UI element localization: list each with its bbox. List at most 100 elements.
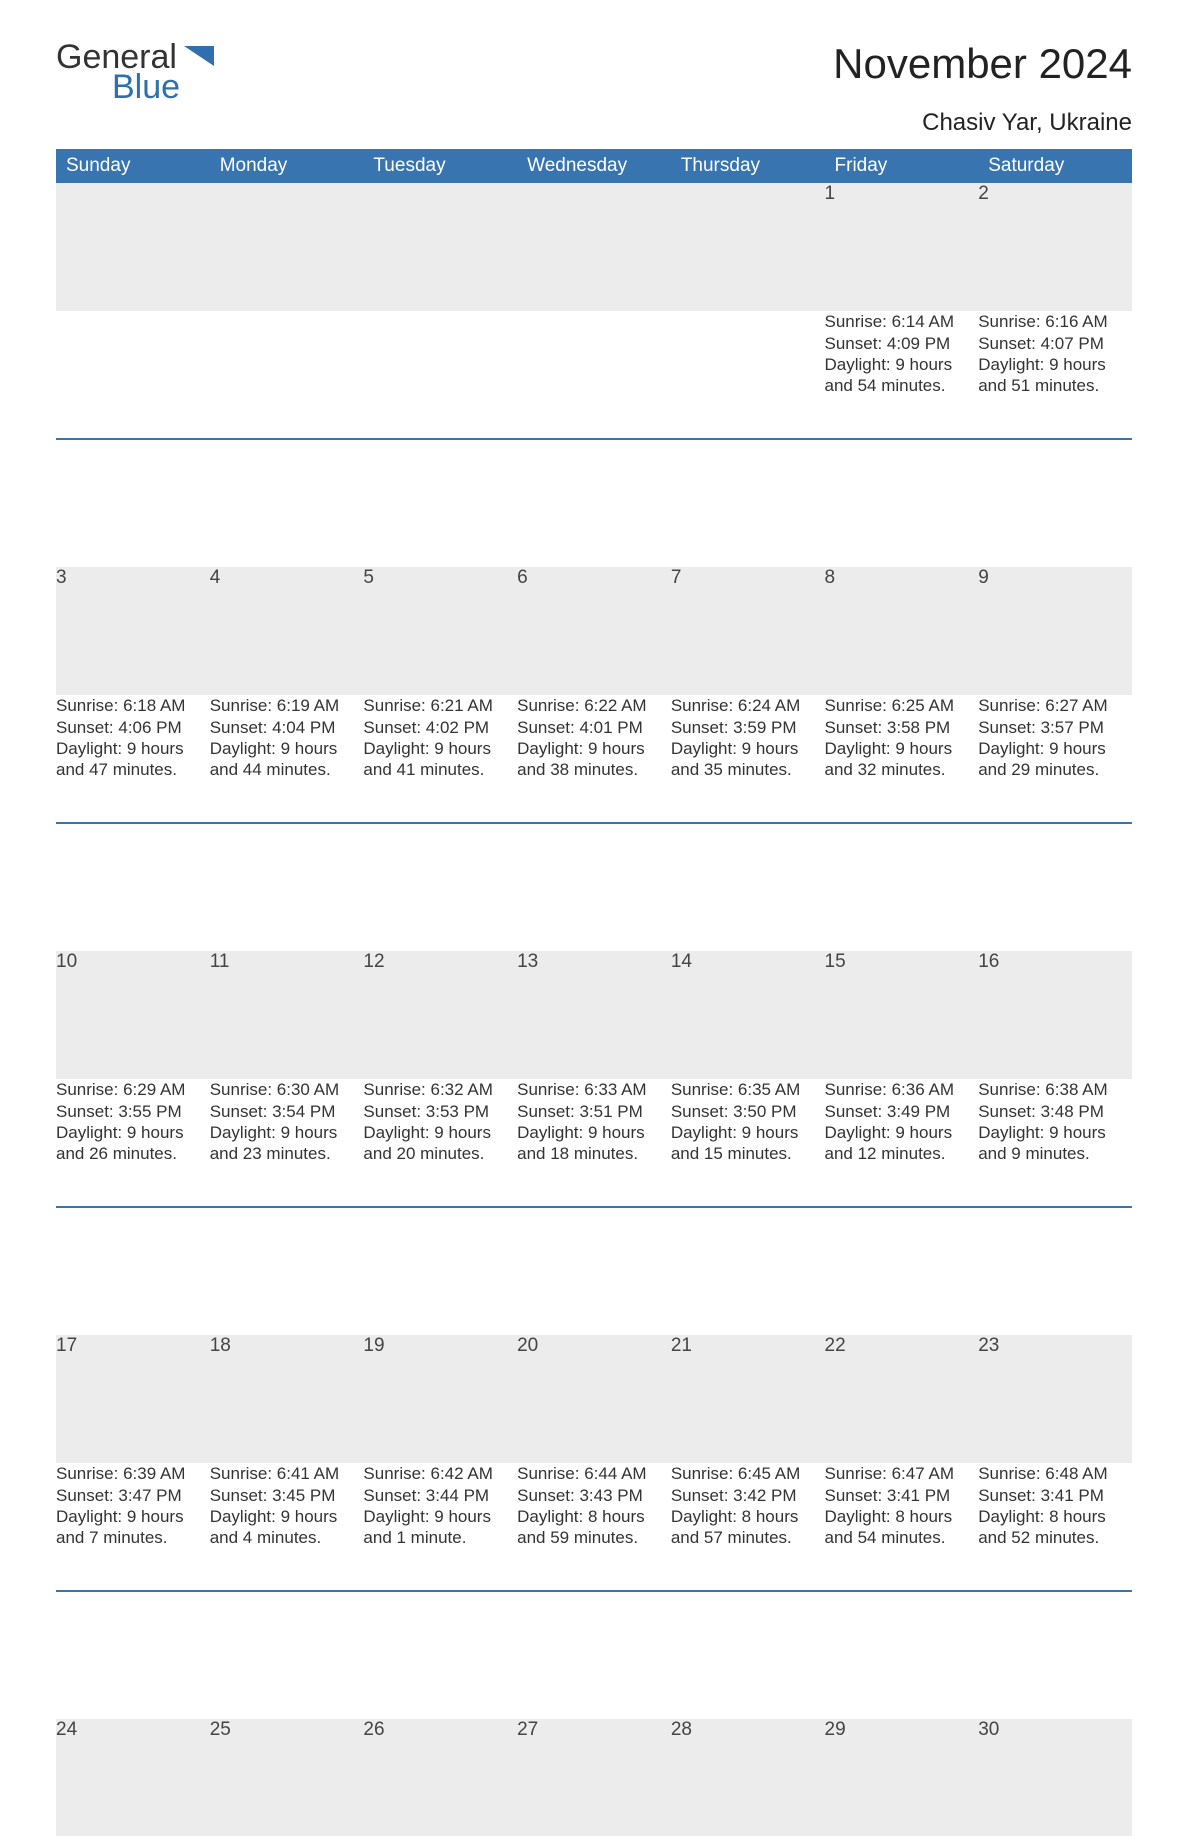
day-header: Wednesday — [517, 149, 671, 183]
daylight-line-1: Daylight: 8 hours — [825, 1506, 979, 1527]
week-divider — [56, 1591, 1132, 1719]
daylight-line-2: and 29 minutes. — [978, 759, 1132, 780]
daylight-line-2: and 57 minutes. — [671, 1527, 825, 1548]
daylight-line-2: and 59 minutes. — [517, 1527, 671, 1548]
daynum-row: 3456789 — [56, 567, 1132, 695]
day-number: 25 — [210, 1719, 231, 1740]
day-number: 19 — [363, 1335, 384, 1356]
daylight-line-1: Daylight: 9 hours — [56, 1122, 210, 1143]
sunrise-line: Sunrise: 6:19 AM — [210, 695, 364, 716]
day-number: 5 — [363, 567, 374, 588]
daylight-line-2: and 1 minute. — [363, 1527, 517, 1548]
sunset-line: Sunset: 3:57 PM — [978, 717, 1132, 738]
sunrise-line: Sunrise: 6:16 AM — [978, 311, 1132, 332]
day-details-cell: Sunrise: 6:21 AMSunset: 4:02 PMDaylight:… — [363, 695, 517, 823]
sunrise-line: Sunrise: 6:29 AM — [56, 1079, 210, 1100]
day-number: 11 — [210, 951, 230, 972]
day-number: 16 — [978, 951, 999, 972]
daylight-line-1: Daylight: 9 hours — [363, 1122, 517, 1143]
day-details-cell: Sunrise: 6:48 AMSunset: 3:41 PMDaylight:… — [978, 1463, 1132, 1591]
day-number-cell — [210, 183, 364, 311]
day-details-cell: Sunrise: 6:18 AMSunset: 4:06 PMDaylight:… — [56, 695, 210, 823]
daylight-line-1: Daylight: 9 hours — [56, 1506, 210, 1527]
day-number: 22 — [825, 1335, 846, 1356]
sunrise-line: Sunrise: 6:47 AM — [825, 1463, 979, 1484]
day-number: 9 — [978, 567, 989, 588]
day-header: Thursday — [671, 149, 825, 183]
day-number-cell: 5 — [363, 567, 517, 695]
day-header-row: SundayMondayTuesdayWednesdayThursdayFrid… — [56, 149, 1132, 183]
day-details-cell: Sunrise: 6:41 AMSunset: 3:45 PMDaylight:… — [210, 1463, 364, 1591]
day-details-cell — [671, 311, 825, 439]
day-number-cell: 16 — [978, 951, 1132, 1079]
sunset-line: Sunset: 4:09 PM — [825, 333, 979, 354]
day-number-cell: 24 — [56, 1719, 210, 1836]
daylight-line-1: Daylight: 9 hours — [210, 1506, 364, 1527]
day-number: 30 — [978, 1719, 999, 1740]
day-details-cell: Sunrise: 6:36 AMSunset: 3:49 PMDaylight:… — [825, 1079, 979, 1207]
daylight-line-2: and 7 minutes. — [56, 1527, 210, 1548]
logo-flag-icon — [184, 46, 218, 74]
day-number-cell: 6 — [517, 567, 671, 695]
day-number-cell: 15 — [825, 951, 979, 1079]
sunrise-line: Sunrise: 6:22 AM — [517, 695, 671, 716]
day-number-cell: 14 — [671, 951, 825, 1079]
sunrise-line: Sunrise: 6:36 AM — [825, 1079, 979, 1100]
day-details-cell: Sunrise: 6:22 AMSunset: 4:01 PMDaylight:… — [517, 695, 671, 823]
day-header: Tuesday — [363, 149, 517, 183]
sunset-line: Sunset: 3:51 PM — [517, 1101, 671, 1122]
sunrise-line: Sunrise: 6:44 AM — [517, 1463, 671, 1484]
sunset-line: Sunset: 3:47 PM — [56, 1485, 210, 1506]
day-header: Friday — [825, 149, 979, 183]
daylight-line-1: Daylight: 9 hours — [210, 738, 364, 759]
day-number-cell: 1 — [825, 183, 979, 311]
daylight-line-2: and 38 minutes. — [517, 759, 671, 780]
sunset-line: Sunset: 3:58 PM — [825, 717, 979, 738]
day-number-cell: 10 — [56, 951, 210, 1079]
day-number-cell — [517, 183, 671, 311]
day-details-cell: Sunrise: 6:25 AMSunset: 3:58 PMDaylight:… — [825, 695, 979, 823]
day-number: 4 — [210, 567, 221, 588]
day-number-cell: 18 — [210, 1335, 364, 1463]
sunset-line: Sunset: 3:41 PM — [825, 1485, 979, 1506]
sunrise-line: Sunrise: 6:14 AM — [825, 311, 979, 332]
daynum-row: 10111213141516 — [56, 951, 1132, 1079]
day-number-cell: 9 — [978, 567, 1132, 695]
day-number-cell: 4 — [210, 567, 364, 695]
location-subtitle: Chasiv Yar, Ukraine — [56, 109, 1132, 137]
daylight-line-2: and 18 minutes. — [517, 1143, 671, 1164]
daylight-line-1: Daylight: 9 hours — [825, 1122, 979, 1143]
day-number: 6 — [517, 567, 528, 588]
sunrise-line: Sunrise: 6:48 AM — [978, 1463, 1132, 1484]
day-number: 1 — [825, 183, 836, 204]
day-details-cell: Sunrise: 6:32 AMSunset: 3:53 PMDaylight:… — [363, 1079, 517, 1207]
day-details-cell: Sunrise: 6:16 AMSunset: 4:07 PMDaylight:… — [978, 311, 1132, 439]
sunrise-line: Sunrise: 6:24 AM — [671, 695, 825, 716]
sunrise-line: Sunrise: 6:32 AM — [363, 1079, 517, 1100]
day-number-cell: 28 — [671, 1719, 825, 1836]
day-number: 3 — [56, 567, 67, 588]
daylight-line-2: and 26 minutes. — [56, 1143, 210, 1164]
daylight-line-2: and 52 minutes. — [978, 1527, 1132, 1548]
daylight-line-2: and 35 minutes. — [671, 759, 825, 780]
sunset-line: Sunset: 3:55 PM — [56, 1101, 210, 1122]
day-number-cell: 25 — [210, 1719, 364, 1836]
daylight-line-2: and 15 minutes. — [671, 1143, 825, 1164]
details-row: Sunrise: 6:29 AMSunset: 3:55 PMDaylight:… — [56, 1079, 1132, 1207]
daynum-row: 12 — [56, 183, 1132, 311]
day-details-cell: Sunrise: 6:42 AMSunset: 3:44 PMDaylight:… — [363, 1463, 517, 1591]
sunrise-line: Sunrise: 6:42 AM — [363, 1463, 517, 1484]
day-header: Saturday — [978, 149, 1132, 183]
day-number-cell — [671, 183, 825, 311]
day-details-cell: Sunrise: 6:30 AMSunset: 3:54 PMDaylight:… — [210, 1079, 364, 1207]
daynum-row: 24252627282930 — [56, 1719, 1132, 1836]
day-number: 14 — [671, 951, 692, 972]
day-number: 28 — [671, 1719, 692, 1740]
daylight-line-1: Daylight: 9 hours — [978, 1122, 1132, 1143]
daylight-line-2: and 44 minutes. — [210, 759, 364, 780]
day-number: 27 — [517, 1719, 538, 1740]
sunrise-line: Sunrise: 6:45 AM — [671, 1463, 825, 1484]
daylight-line-1: Daylight: 9 hours — [825, 354, 979, 375]
week-divider — [56, 823, 1132, 951]
sunrise-line: Sunrise: 6:25 AM — [825, 695, 979, 716]
